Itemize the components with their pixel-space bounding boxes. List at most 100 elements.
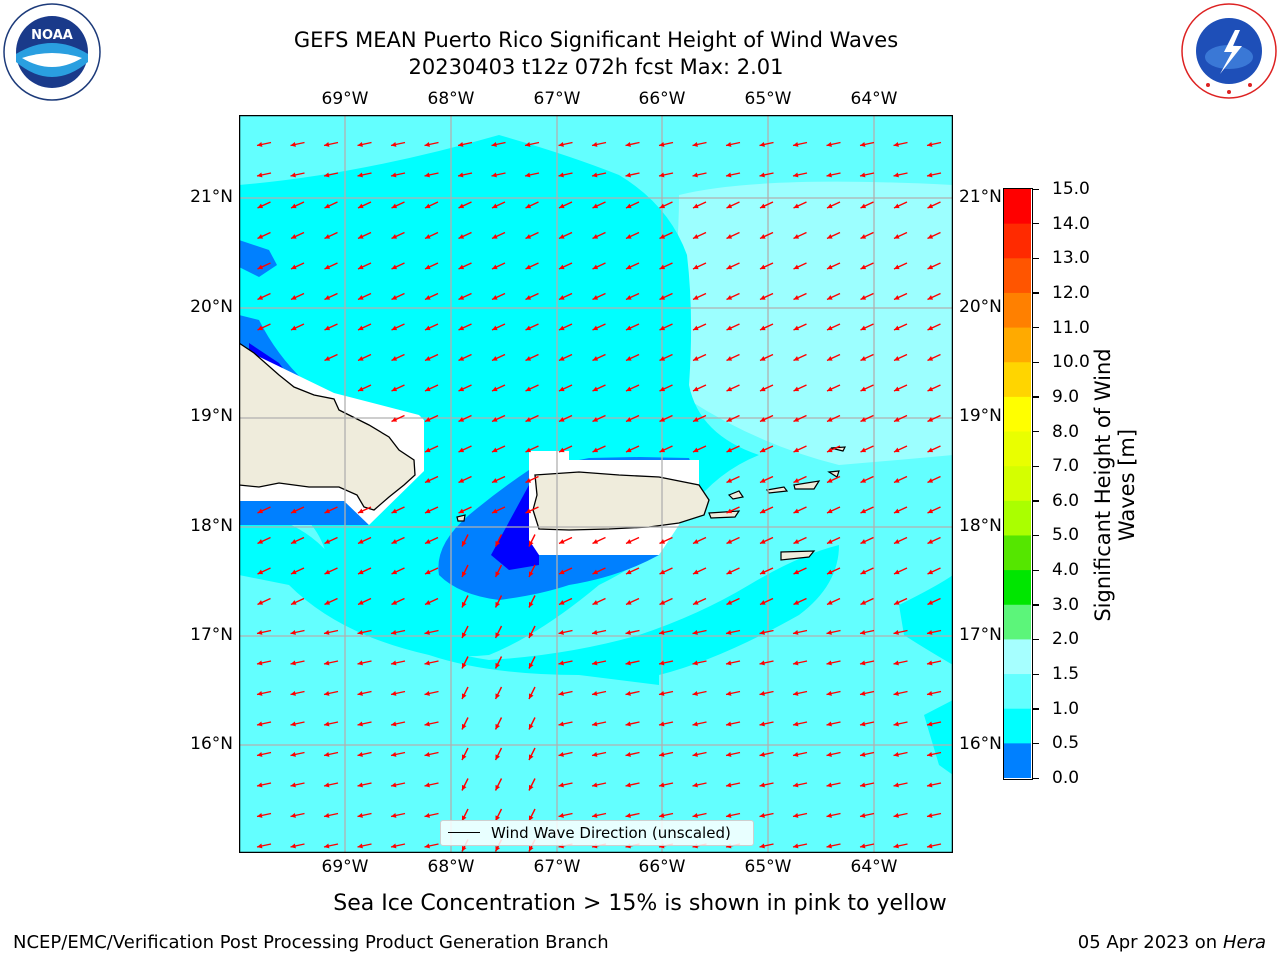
colorbar-tick-mark <box>1033 292 1039 294</box>
wind-arrow-head <box>425 417 431 422</box>
wind-arrow-head <box>626 539 632 544</box>
wind-arrow-head <box>592 172 598 178</box>
wind-arrow-head <box>793 325 800 331</box>
wind-arrow-head <box>525 172 531 178</box>
wind-arrow-head <box>257 142 263 147</box>
colorbar-tick-label: 7.0 <box>1052 456 1080 477</box>
wind-arrow-head <box>827 325 833 331</box>
wind-arrow-head <box>358 569 364 575</box>
wind-arrow-head <box>425 386 431 392</box>
colorbar-tick-label: 0.0 <box>1052 768 1080 788</box>
wind-arrow-head <box>894 325 900 331</box>
wind-arrow-head <box>558 142 564 147</box>
wind-arrow-head <box>626 234 632 239</box>
wind-arrow-head <box>927 234 934 239</box>
wave-contour-dark-northwest <box>239 240 277 277</box>
colorbar-swatch <box>1004 604 1031 641</box>
wind-arrow-head <box>626 356 632 361</box>
wind-arrow-head <box>793 172 799 178</box>
wind-arrow-head <box>827 234 833 239</box>
wind-arrow-head <box>760 325 766 331</box>
noaa-logo: NOAA <box>2 2 102 102</box>
wind-arrow-head <box>529 693 534 699</box>
wind-arrow-head <box>659 782 665 788</box>
wind-arrow-head <box>424 843 430 849</box>
wind-arrow-head <box>492 264 498 270</box>
map-frame <box>239 115 953 853</box>
wind-arrow-head <box>525 447 532 453</box>
lon-label-bottom-68w: 68°W <box>427 857 475 877</box>
wind-arrow-head <box>659 234 666 239</box>
wind-arrow-head <box>927 600 934 605</box>
wind-arrow-head <box>391 813 397 818</box>
wind-arrow-head <box>659 203 666 209</box>
colorbar-tick-mark <box>1033 500 1039 502</box>
wind-arrow-head <box>559 569 565 575</box>
wind-arrow-head <box>692 142 698 147</box>
wind-arrow-head <box>324 172 330 178</box>
legend-line-swatch <box>448 832 480 833</box>
wind-arrow-head <box>927 782 933 788</box>
wind-arrow-head <box>893 813 899 818</box>
wind-arrow-head <box>894 569 900 575</box>
wind-arrow-head <box>860 843 866 849</box>
wind-arrow-head <box>391 600 398 605</box>
wind-arrow-head <box>529 540 534 547</box>
wind-arrow-head <box>291 325 297 331</box>
colorbar-tick-mark <box>1033 604 1039 606</box>
wind-arrow-head <box>860 691 866 696</box>
wind-arrow-head <box>893 752 899 757</box>
wind-arrow-head <box>760 508 766 514</box>
noaa-logo-wordmark: NOAA <box>31 28 73 43</box>
wind-arrow-head <box>357 721 363 727</box>
wind-arrow-head <box>559 234 565 239</box>
wind-arrow-head <box>659 325 666 331</box>
wind-arrow-head <box>793 843 799 849</box>
wave-contour-dark-southwest <box>239 499 369 525</box>
wind-arrow-head <box>927 203 934 209</box>
colorbar-swatch <box>1004 743 1031 778</box>
wind-arrow-head <box>927 478 934 483</box>
colorbar <box>1003 188 1033 780</box>
wind-arrow-head <box>592 295 599 300</box>
wind-arrow-head <box>495 754 500 760</box>
wind-arrow-head <box>860 356 867 361</box>
wind-arrow-head <box>257 752 263 757</box>
wind-arrow-head <box>726 264 733 270</box>
wind-arrow-head <box>525 325 532 331</box>
wind-arrow-head <box>462 601 467 608</box>
wind-arrow-head <box>558 813 564 818</box>
wind-arrow-head <box>291 508 297 514</box>
wind-arrow-head <box>592 600 599 605</box>
wind-arrow-head <box>860 172 866 178</box>
wind-arrow-head <box>726 721 732 727</box>
colorbar-swatch <box>1004 189 1031 225</box>
wind-wave-arrows <box>256 141 942 852</box>
wind-arrow-head <box>927 752 933 757</box>
lat-label-left-21n: 21°N <box>190 187 233 207</box>
wind-arrow-head <box>692 721 698 727</box>
lat-label-left-16n: 16°N <box>190 734 233 754</box>
lon-label-bottom-67w: 67°W <box>533 857 581 877</box>
wind-arrow-head <box>927 386 934 392</box>
wind-arrow-head <box>492 295 498 300</box>
wind-arrow-head <box>257 843 263 849</box>
wind-arrow-head <box>559 447 565 453</box>
wind-arrow-head <box>358 386 364 392</box>
footer-host: Hera <box>1222 932 1266 953</box>
wind-arrow-head <box>793 691 799 696</box>
wind-arrow-head <box>894 508 900 514</box>
wind-arrow-head <box>492 417 498 422</box>
wind-arrow-head <box>525 478 532 483</box>
wind-arrow-head <box>726 356 733 361</box>
wind-arrow-head <box>324 721 330 727</box>
wind-arrow-head <box>726 600 733 605</box>
wind-arrow-head <box>290 752 296 757</box>
wind-arrow-head <box>391 295 398 300</box>
wind-arrow-head <box>462 845 467 852</box>
lat-label-right-21n: 21°N <box>959 187 1002 207</box>
wind-arrow-head <box>559 600 565 605</box>
wind-arrow-head <box>257 691 263 696</box>
wind-arrow-head <box>391 325 398 331</box>
wind-arrow-head <box>458 417 465 422</box>
